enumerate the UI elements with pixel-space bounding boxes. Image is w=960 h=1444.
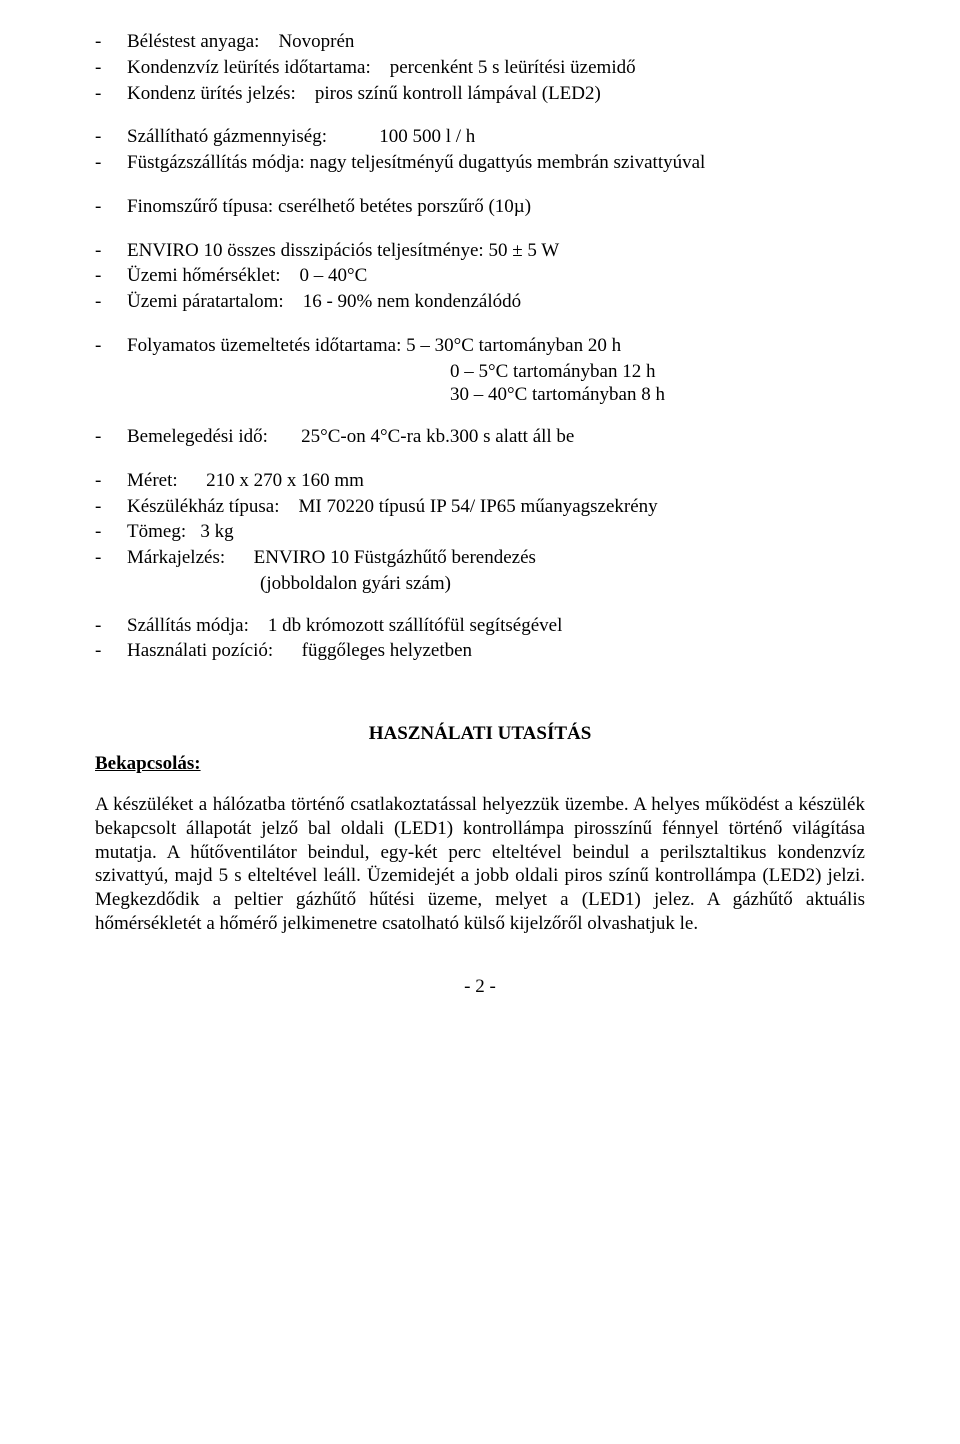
spec-item: - Folyamatos üzemeltetés időtartama: 5 –… <box>95 334 865 358</box>
spec-text: ENVIRO 10 összes disszipációs teljesítmé… <box>127 239 865 263</box>
dash: - <box>95 30 127 54</box>
spec-value: MI 70220 típusú IP 54/ IP65 műanyagszekr… <box>298 496 657 517</box>
spec-text: Márkajelzés: ENVIRO 10 Füstgázhűtő beren… <box>127 546 865 570</box>
spec-value: Novoprén <box>278 31 354 52</box>
spec-text: Üzemi hőmérséklet: 0 – 40°C <box>127 264 865 288</box>
spec-value: cserélhető betétes porszűrő (10µ) <box>278 196 531 217</box>
dash: - <box>95 290 127 314</box>
spec-text: Finomszűrő típusa: cserélhető betétes po… <box>127 195 865 219</box>
page-number: - 2 - <box>95 976 865 998</box>
spec-item: - Bemelegedési idő: 25°C-on 4°C-ra kb.30… <box>95 425 865 449</box>
spec-value: 1 db krómozott szállítófül segítségével <box>268 615 562 636</box>
dash: - <box>95 82 127 106</box>
dash: - <box>95 495 127 519</box>
spec-value: 3 kg <box>200 521 233 542</box>
spec-item: - Használati pozíció: függőleges helyzet… <box>95 639 865 663</box>
spec-value: függőleges helyzetben <box>302 640 472 661</box>
spec-label: Tömeg: <box>127 521 186 542</box>
spec-text: Szállítható gázmennyiség: 100 500 l / h <box>127 125 865 149</box>
spec-text: Béléstest anyaga: Novoprén <box>127 30 865 54</box>
spec-item: - Készülékház típusa: MI 70220 típusú IP… <box>95 495 865 519</box>
spec-label: Kondenzvíz leürítés időtartama: <box>127 57 371 78</box>
spec-item: - Kondenzvíz leürítés időtartama: percen… <box>95 56 865 80</box>
spec-extra-line: 30 – 40°C tartományban 8 h <box>95 383 865 407</box>
spec-value: piros színű kontroll lámpával (LED2) <box>315 83 601 104</box>
spec-item: - Szállítható gázmennyiség: 100 500 l / … <box>95 125 865 149</box>
spec-label: Finomszűrő típusa: <box>127 196 273 217</box>
spec-label: Méret: <box>127 470 178 491</box>
spec-text: Szállítás módja: 1 db krómozott szállító… <box>127 614 865 638</box>
spec-value: ENVIRO 10 Füstgázhűtő berendezés <box>254 547 536 568</box>
spec-item: - Béléstest anyaga: Novoprén <box>95 30 865 54</box>
spec-item: - Üzemi páratartalom: 16 - 90% nem konde… <box>95 290 865 314</box>
spec-text: Bemelegedési idő: 25°C-on 4°C-ra kb.300 … <box>127 425 865 449</box>
spec-item: - Tömeg: 3 kg <box>95 520 865 544</box>
spec-text: Üzemi páratartalom: 16 - 90% nem kondenz… <box>127 290 865 314</box>
spec-item: - Füstgázszállítás módja: nagy teljesítm… <box>95 151 865 175</box>
dash: - <box>95 469 127 493</box>
dash: - <box>95 425 127 449</box>
spec-item: - ENVIRO 10 összes disszipációs teljesít… <box>95 239 865 263</box>
spec-item: - Márkajelzés: ENVIRO 10 Füstgázhűtő ber… <box>95 546 865 570</box>
spec-label: Folyamatos üzemeltetés időtartama: <box>127 335 401 356</box>
spec-text: Tömeg: 3 kg <box>127 520 865 544</box>
spec-label: Szállítás módja: <box>127 615 249 636</box>
spec-label: Bemelegedési idő: <box>127 426 268 447</box>
spec-text: Készülékház típusa: MI 70220 típusú IP 5… <box>127 495 865 519</box>
spec-label: Márkajelzés: <box>127 547 225 568</box>
spec-value: 50 ± 5 W <box>488 240 559 261</box>
spec-label: Szállítható gázmennyiség: <box>127 126 327 147</box>
spec-text: Méret: 210 x 270 x 160 mm <box>127 469 865 493</box>
spec-item: - Finomszűrő típusa: cserélhető betétes … <box>95 195 865 219</box>
spec-item: - Szállítás módja: 1 db krómozott szállí… <box>95 614 865 638</box>
spec-value: 25°C-on 4°C-ra kb.300 s alatt áll be <box>301 426 574 447</box>
spec-value: nagy teljesítményű dugattyús membrán szi… <box>310 152 706 173</box>
spec-value: 210 x 270 x 160 mm <box>206 470 364 491</box>
spec-extra-line: (jobboldalon gyári szám) <box>95 572 865 596</box>
dash: - <box>95 151 127 175</box>
dash: - <box>95 639 127 663</box>
spec-value: 100 500 l / h <box>379 126 475 147</box>
spec-item: - Üzemi hőmérséklet: 0 – 40°C <box>95 264 865 288</box>
spec-text: Folyamatos üzemeltetés időtartama: 5 – 3… <box>127 334 865 358</box>
dash: - <box>95 125 127 149</box>
spec-value: 0 – 40°C <box>300 265 368 286</box>
spec-label: Üzemi páratartalom: <box>127 291 284 312</box>
dash: - <box>95 195 127 219</box>
dash: - <box>95 264 127 288</box>
spec-value: 16 - 90% nem kondenzálódó <box>303 291 521 312</box>
dash: - <box>95 56 127 80</box>
spec-value: 5 – 30°C tartományban 20 h <box>406 335 621 356</box>
body-paragraph: A készüléket a hálózatba történő csatlak… <box>95 793 865 936</box>
spec-label: Készülékház típusa: <box>127 496 279 517</box>
spec-text: Használati pozíció: függőleges helyzetbe… <box>127 639 865 663</box>
dash: - <box>95 546 127 570</box>
dash: - <box>95 614 127 638</box>
spec-list: - Béléstest anyaga: Novoprén - Kondenzví… <box>95 30 865 663</box>
section-subheading: Bekapcsolás: <box>95 753 865 775</box>
spec-label: Kondenz ürítés jelzés: <box>127 83 296 104</box>
spec-extra-line: 0 – 5°C tartományban 12 h <box>95 360 865 384</box>
spec-item: - Kondenz ürítés jelzés: piros színű kon… <box>95 82 865 106</box>
spec-label: Üzemi hőmérséklet: <box>127 265 281 286</box>
spec-text: Kondenzvíz leürítés időtartama: percenké… <box>127 56 865 80</box>
dash: - <box>95 239 127 263</box>
spec-label: Füstgázszállítás módja: <box>127 152 305 173</box>
dash: - <box>95 334 127 358</box>
dash: - <box>95 520 127 544</box>
spec-text: Füstgázszállítás módja: nagy teljesítmén… <box>127 151 865 175</box>
spec-text: Kondenz ürítés jelzés: piros színű kontr… <box>127 82 865 106</box>
spec-value: percenként 5 s leürítési üzemidő <box>390 57 636 78</box>
spec-label: Használati pozíció: <box>127 640 273 661</box>
spec-label: Béléstest anyaga: <box>127 31 259 52</box>
section-heading: HASZNÁLATI UTASÍTÁS <box>95 723 865 745</box>
spec-label: ENVIRO 10 összes disszipációs teljesítmé… <box>127 240 484 261</box>
spec-item: - Méret: 210 x 270 x 160 mm <box>95 469 865 493</box>
